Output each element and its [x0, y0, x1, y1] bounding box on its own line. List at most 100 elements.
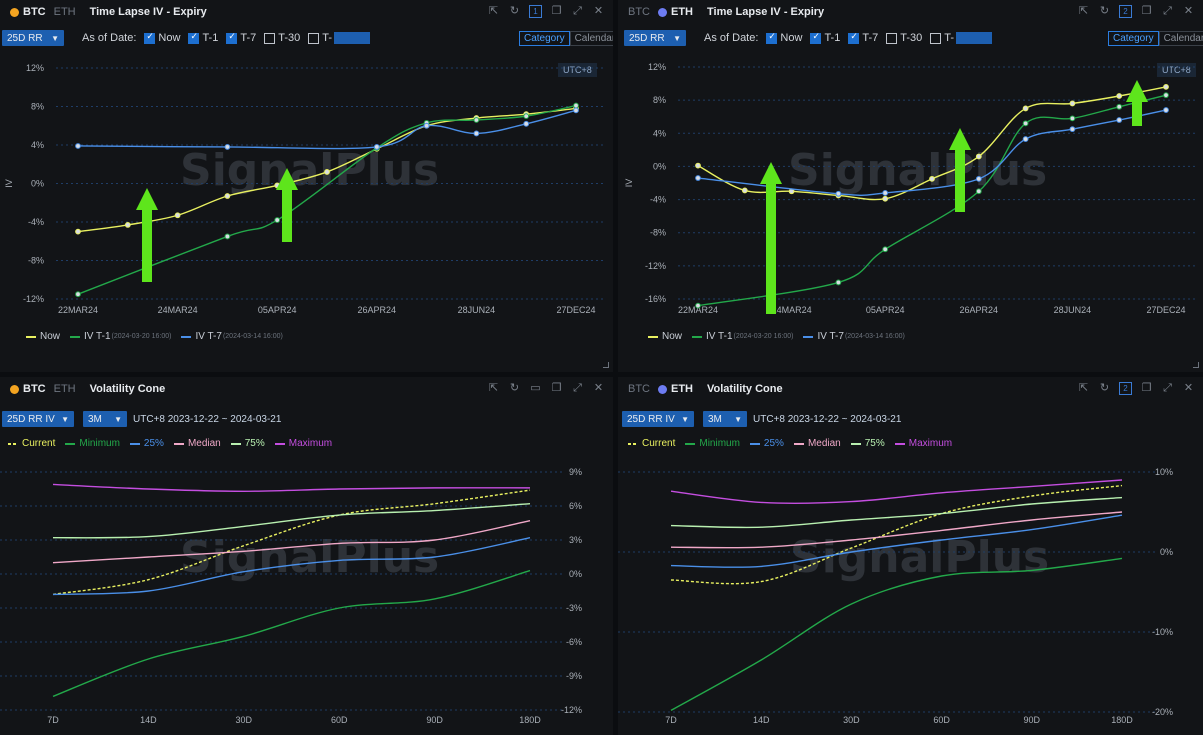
legend-label: IV T-7 [195, 331, 222, 342]
coin-btc[interactable]: BTC [6, 380, 50, 398]
expand-icon[interactable]: ⤢ [573, 5, 582, 17]
refresh-icon[interactable]: ↻ [1099, 5, 1110, 17]
data-point [523, 120, 530, 127]
data-point [174, 212, 181, 219]
legend-item[interactable]: Current [628, 438, 675, 449]
refresh-icon[interactable]: ↻ [509, 382, 520, 394]
chart-area: SignalPlus 10% 0% -10% -20% 7D 14D 30D 60D 90D 180… [618, 467, 1173, 725]
legend-item[interactable]: Now [648, 331, 682, 342]
check-t30[interactable]: T-30 [886, 32, 922, 44]
coin-eth[interactable]: ETH [50, 3, 80, 21]
expand-icon[interactable]: ⤢ [1163, 5, 1172, 17]
check-now[interactable]: Now [144, 31, 180, 44]
tab-category[interactable]: Category [519, 31, 570, 46]
data-point [1116, 117, 1123, 123]
check-t1[interactable]: T-1 [188, 31, 218, 44]
legend-item[interactable]: Current [8, 438, 55, 449]
tab-calendar[interactable]: Calendar [1158, 31, 1203, 46]
legend-item[interactable]: IV T-1 (2024-03-20 16:00) [692, 331, 793, 342]
share-icon[interactable]: ⇱ [1078, 382, 1089, 394]
badge-icon[interactable]: 1 [529, 5, 542, 18]
y-tick-label: -12% [561, 705, 582, 715]
y-tick-label: -4% [28, 217, 44, 227]
copy-icon[interactable]: ❐ [1141, 382, 1152, 394]
copy-icon[interactable]: ❐ [1141, 5, 1152, 17]
tab-category[interactable]: Category [1108, 31, 1159, 46]
series-line [670, 514, 1123, 568]
coin-label: ETH [53, 383, 76, 395]
custom-days-input[interactable] [334, 32, 371, 44]
legend-item[interactable]: Minimum [685, 438, 740, 449]
coin-switch[interactable]: BTC ETH [624, 3, 697, 21]
tab-calendar[interactable]: Calendar [569, 31, 613, 46]
x-tick-label: 26APR24 [358, 305, 397, 315]
close-icon[interactable]: ✕ [593, 5, 604, 17]
coin-btc[interactable]: BTC [624, 380, 654, 398]
legend-item[interactable]: Minimum [65, 438, 120, 449]
refresh-icon[interactable]: ↻ [1099, 382, 1110, 394]
legend-item[interactable]: 25% [749, 438, 784, 449]
badge-icon[interactable]: 2 [1119, 5, 1132, 18]
copy-icon[interactable]: ❐ [551, 5, 562, 17]
x-tick-label: 05APR24 [258, 305, 297, 315]
data-point [75, 228, 81, 235]
x-tick-label: 7D [665, 715, 677, 725]
metric-select[interactable]: 25D RR IV ▼ [622, 411, 694, 427]
legend-sublabel: (2024-03-14 16:00) [844, 333, 905, 340]
period-select[interactable]: 3M ▼ [83, 411, 127, 427]
legend-item[interactable]: IV T-1 (2024-03-20 16:00) [70, 331, 171, 342]
close-icon[interactable]: ✕ [1183, 5, 1194, 17]
check-t7[interactable]: T-7 [226, 31, 256, 44]
eth-icon [658, 384, 667, 394]
caret-down-icon: ▼ [51, 33, 59, 43]
legend-item[interactable]: 25% [129, 438, 164, 449]
legend-item[interactable]: Median [173, 438, 221, 449]
data-point [373, 144, 380, 150]
coin-eth[interactable]: ETH [654, 3, 697, 21]
coin-switch[interactable]: BTC ETH [6, 3, 80, 21]
legend-swatch [26, 335, 36, 338]
metric-select[interactable]: 25D RR IV ▼ [2, 411, 74, 427]
expand-icon[interactable]: ⤢ [1163, 382, 1172, 394]
resize-handle[interactable] [603, 362, 609, 368]
y-tick-label: 10% [1155, 467, 1173, 477]
legend-item[interactable]: Maximum [274, 438, 332, 449]
check-t7[interactable]: T-7 [848, 31, 878, 44]
metric-select[interactable]: 25D RR ▼ [2, 30, 64, 46]
period-select[interactable]: 3M ▼ [703, 411, 747, 427]
resize-handle[interactable] [1193, 362, 1199, 368]
coin-switch[interactable]: BTC ETH [624, 380, 697, 398]
coin-switch[interactable]: BTC ETH [6, 380, 80, 398]
close-icon[interactable]: ✕ [593, 382, 604, 394]
coin-btc[interactable]: BTC [6, 3, 50, 21]
copy-icon[interactable]: ❐ [551, 382, 562, 394]
folder-icon[interactable]: ▭ [530, 382, 541, 394]
check-custom[interactable]: T- [308, 32, 371, 44]
expand-icon[interactable]: ⤢ [573, 382, 582, 394]
check-custom[interactable]: T- [930, 32, 993, 44]
check-t1[interactable]: T-1 [810, 31, 840, 44]
legend-item[interactable]: 75% [230, 438, 265, 449]
coin-eth[interactable]: ETH [654, 380, 697, 398]
close-icon[interactable]: ✕ [1183, 382, 1194, 394]
check-t30[interactable]: T-30 [264, 32, 300, 44]
legend-item[interactable]: Now [26, 331, 60, 342]
coin-btc[interactable]: BTC [624, 3, 654, 21]
custom-days-input[interactable] [956, 32, 993, 44]
share-icon[interactable]: ⇱ [1078, 5, 1089, 17]
badge-icon[interactable]: 2 [1119, 382, 1132, 395]
coin-eth[interactable]: ETH [50, 380, 80, 398]
legend-item[interactable]: 75% [850, 438, 885, 449]
share-icon[interactable]: ⇱ [488, 5, 499, 17]
legend-item[interactable]: Maximum [894, 438, 952, 449]
as-of-label: As of Date: [704, 32, 759, 44]
series-line [52, 503, 531, 539]
refresh-icon[interactable]: ↻ [509, 5, 520, 17]
metric-select[interactable]: 25D RR ▼ [624, 30, 686, 46]
check-now[interactable]: Now [766, 31, 802, 44]
legend-item[interactable]: IV T-7 (2024-03-14 16:00) [181, 331, 283, 342]
legend-item[interactable]: IV T-7 (2024-03-14 16:00) [803, 331, 905, 342]
legend-item[interactable]: Median [793, 438, 841, 449]
data-point [975, 175, 982, 182]
share-icon[interactable]: ⇱ [488, 382, 499, 394]
